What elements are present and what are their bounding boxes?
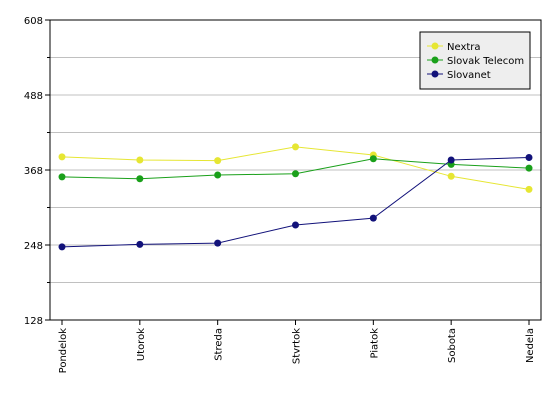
series-marker — [525, 164, 533, 172]
x-tick-label: Pondelok — [58, 328, 69, 374]
series-marker — [214, 239, 222, 247]
series-marker — [214, 157, 222, 165]
y-tick-label: 368 — [24, 166, 43, 177]
series-marker — [136, 175, 144, 183]
x-axis-ticks: Pondelok Utorok Streda Stvrtok Piatok Sobota N… — [58, 320, 536, 373]
y-tick-label: 128 — [24, 316, 43, 327]
legend-marker — [431, 70, 439, 78]
x-tick-label: Streda — [214, 328, 225, 361]
series-line — [61, 146, 530, 190]
series-marker — [58, 173, 66, 181]
series-marker — [525, 154, 533, 161]
series-marker — [58, 153, 66, 161]
series-marker — [58, 243, 66, 251]
series-marker — [447, 172, 455, 180]
series-marker — [292, 143, 299, 151]
y-tick-label: 608 — [24, 16, 43, 27]
legend-label: Slovanet — [447, 70, 491, 81]
x-tick-label: Sobota — [447, 328, 458, 363]
legend-marker — [431, 56, 439, 64]
legend: Nextra Slovak Telecom Slovanet — [419, 31, 531, 90]
series-marker — [292, 170, 299, 178]
series-marker — [369, 214, 377, 222]
y-tick-label: 248 — [24, 241, 43, 252]
legend-label: Slovak Telecom — [447, 56, 524, 67]
x-tick-label: Piatok — [369, 328, 380, 359]
x-tick-label: Nedela — [525, 328, 536, 363]
series-marker — [136, 240, 144, 248]
x-tick-label: Stvrtok — [292, 328, 303, 364]
grid-lines — [50, 57, 541, 283]
series-marker — [136, 156, 144, 164]
series-marker — [447, 156, 455, 164]
series-marker — [214, 171, 222, 179]
series-marker — [292, 221, 299, 229]
legend-label: Nextra — [447, 42, 481, 53]
series-marker — [525, 185, 533, 193]
series-marker — [369, 155, 377, 163]
y-tick-label: 488 — [24, 91, 43, 102]
y-axis-ticks: 128 248 368 488 608 — [24, 16, 50, 327]
x-tick-label: Utorok — [136, 328, 147, 361]
legend-marker — [431, 42, 439, 50]
series-group — [58, 143, 533, 251]
